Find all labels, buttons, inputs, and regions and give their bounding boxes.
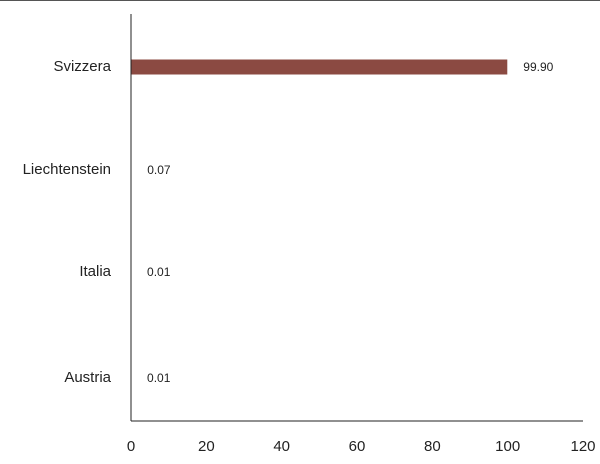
- category-labels: Svizzera Liechtenstein Italia Austria: [23, 58, 112, 386]
- bar-svizzera: [131, 59, 508, 75]
- value-label-svizzera: 99.90: [523, 60, 553, 74]
- x-tick-label-120: 120: [570, 438, 595, 455]
- x-tick-label-80: 80: [424, 438, 441, 455]
- x-tick-label-20: 20: [198, 438, 215, 455]
- bars: [131, 59, 508, 386]
- top-border-line: [0, 0, 600, 1]
- value-label-liechtenstein: 0.07: [147, 163, 171, 177]
- value-label-italia: 0.01: [147, 265, 171, 279]
- x-tick-labels: 0 20 40 60 80 100 120: [127, 438, 596, 455]
- x-tick-label-40: 40: [273, 438, 290, 455]
- x-tick-label-60: 60: [349, 438, 366, 455]
- value-labels: 99.90 0.07 0.01 0.01: [147, 60, 554, 385]
- x-tick-label-0: 0: [127, 438, 135, 455]
- category-label-italia: Italia: [79, 263, 111, 280]
- category-label-liechtenstein: Liechtenstein: [23, 161, 111, 178]
- value-label-austria: 0.01: [147, 371, 171, 385]
- category-label-austria: Austria: [64, 369, 111, 386]
- category-label-svizzera: Svizzera: [53, 58, 111, 75]
- x-tick-label-100: 100: [495, 438, 520, 455]
